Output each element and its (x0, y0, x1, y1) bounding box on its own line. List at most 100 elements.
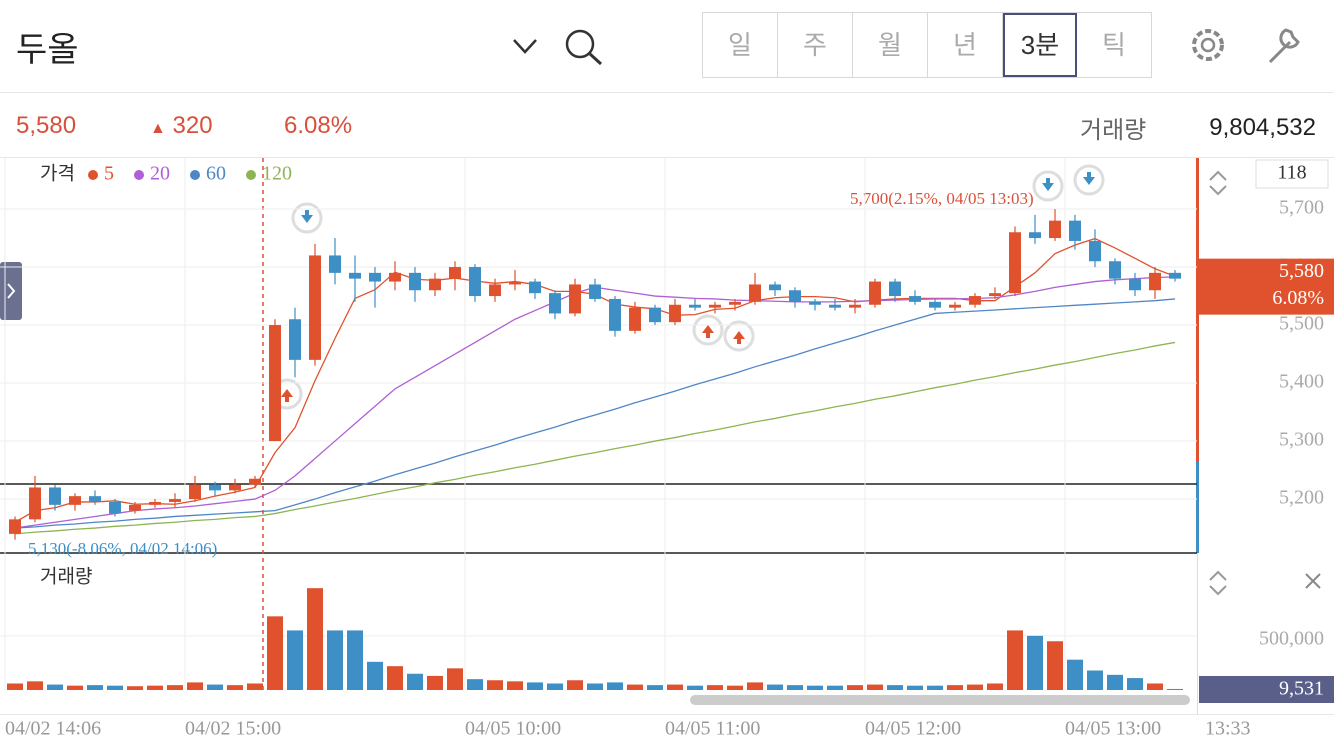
volume-bar (387, 666, 403, 690)
period-tab[interactable]: 주 (778, 13, 853, 77)
candle-body (249, 478, 261, 485)
candle-body (149, 501, 161, 505)
close-icon[interactable] (1305, 573, 1321, 589)
volume-tick-label: 500,000 (1259, 627, 1324, 649)
volume-bar (1027, 635, 1043, 690)
candle-body (689, 304, 701, 308)
volume-panel-label: 거래량 (40, 566, 92, 588)
ma-line (14, 341, 1176, 535)
volume-bar (587, 683, 603, 690)
volume-bar (727, 685, 743, 690)
axis-border (0, 714, 1334, 715)
candle-body (949, 304, 961, 308)
panel-border (0, 157, 1334, 158)
search-handle (588, 52, 603, 66)
candle-body (889, 281, 901, 297)
period-tab[interactable]: 일 (703, 13, 778, 77)
legend-dot (134, 170, 144, 180)
side-handle[interactable] (0, 262, 22, 320)
legend-label: 60 (206, 163, 226, 185)
last-volume-box (1199, 676, 1334, 703)
volume-bar (187, 682, 203, 690)
candle-body (629, 307, 641, 331)
volume-bar (747, 682, 763, 690)
volume-bar (887, 685, 903, 690)
range-bar-down (1196, 462, 1199, 553)
period-tab[interactable]: 틱 (1102, 30, 1126, 60)
stock-name[interactable]: 두올 (16, 31, 79, 69)
candle-body (549, 293, 561, 314)
scrollbar[interactable] (690, 695, 1190, 705)
period-tab[interactable]: 월 (853, 13, 928, 77)
volume-bar (207, 684, 223, 690)
volume-bar (127, 686, 143, 690)
volume-bar (967, 684, 983, 690)
candle-body (1029, 232, 1041, 239)
tool-icon[interactable] (1268, 28, 1300, 64)
candle-body (109, 501, 121, 514)
candle-body (569, 284, 581, 314)
scale-icon[interactable] (1209, 170, 1227, 181)
candle-body (1009, 232, 1021, 294)
volume-bar (1047, 641, 1063, 690)
side-handle-icon (7, 283, 16, 299)
x-tick-label: 04/05 13:00 (1065, 718, 1161, 740)
dropdown-icon[interactable] (513, 39, 537, 54)
candle-body (449, 267, 461, 279)
header-icons[interactable] (508, 28, 608, 68)
search-icon[interactable] (565, 29, 595, 59)
sell-arrow (1083, 172, 1095, 185)
volume-bar (467, 679, 483, 690)
period-tab[interactable]: 년 (928, 13, 1003, 77)
candle-body (869, 281, 881, 305)
volume-bar (147, 685, 163, 690)
candle-body (369, 272, 381, 282)
x-tick-label: 04/02 15:00 (185, 718, 281, 740)
legend-label: 20 (150, 163, 170, 185)
buy-arrow (281, 389, 293, 402)
candle-body (49, 487, 61, 505)
count-label: 118 (1277, 162, 1306, 184)
candle-body (229, 484, 241, 491)
candle-body (769, 284, 781, 291)
candle-body (809, 301, 821, 305)
ma-line (14, 298, 1176, 529)
volume-bar (167, 685, 183, 690)
range-bar-up (1196, 158, 1199, 462)
scale-icon[interactable] (1209, 585, 1227, 596)
volume-bar (807, 685, 823, 690)
volume-bar (1107, 674, 1123, 690)
low-note: 5,130(-8.06%, 04/02 14:06) (28, 539, 217, 558)
volume-bar (227, 685, 243, 690)
candle-body (529, 281, 541, 294)
candle-body (1129, 278, 1141, 291)
volume-bar (907, 685, 923, 690)
volume-bar (287, 630, 303, 690)
price: 5,580 (16, 112, 77, 139)
change-rate: 6.08% (284, 112, 353, 139)
x-tick-label: 04/05 10:00 (465, 718, 561, 740)
candle-body (129, 504, 141, 511)
volume-bar (827, 685, 843, 690)
chart: 가격 118 5,700(2.15%, 04/05 13:03) 5,130(-… (0, 157, 1334, 740)
candle-body (209, 484, 221, 491)
settings-icon[interactable] (1192, 29, 1224, 61)
y-tick-label: 5,400 (1279, 371, 1324, 393)
candle-body (9, 519, 21, 534)
volume-bar (1007, 630, 1023, 690)
candle-body (1109, 261, 1121, 279)
period-tab[interactable]: 3분 (1003, 13, 1077, 77)
scale-icon[interactable] (1209, 570, 1227, 581)
candle-body (489, 284, 501, 297)
volume-bar (7, 683, 23, 690)
price-label: 가격 (40, 163, 75, 185)
candle-body (269, 325, 281, 442)
buy-arrow (733, 331, 745, 344)
candle-body (409, 272, 421, 291)
scale-icon[interactable] (1209, 185, 1227, 196)
volume-label: 거래량 (1080, 117, 1147, 144)
candle-body (649, 307, 661, 323)
candle-body (989, 293, 1001, 297)
volume-bar (327, 630, 343, 690)
x-tick-label: 04/05 12:00 (865, 718, 961, 740)
